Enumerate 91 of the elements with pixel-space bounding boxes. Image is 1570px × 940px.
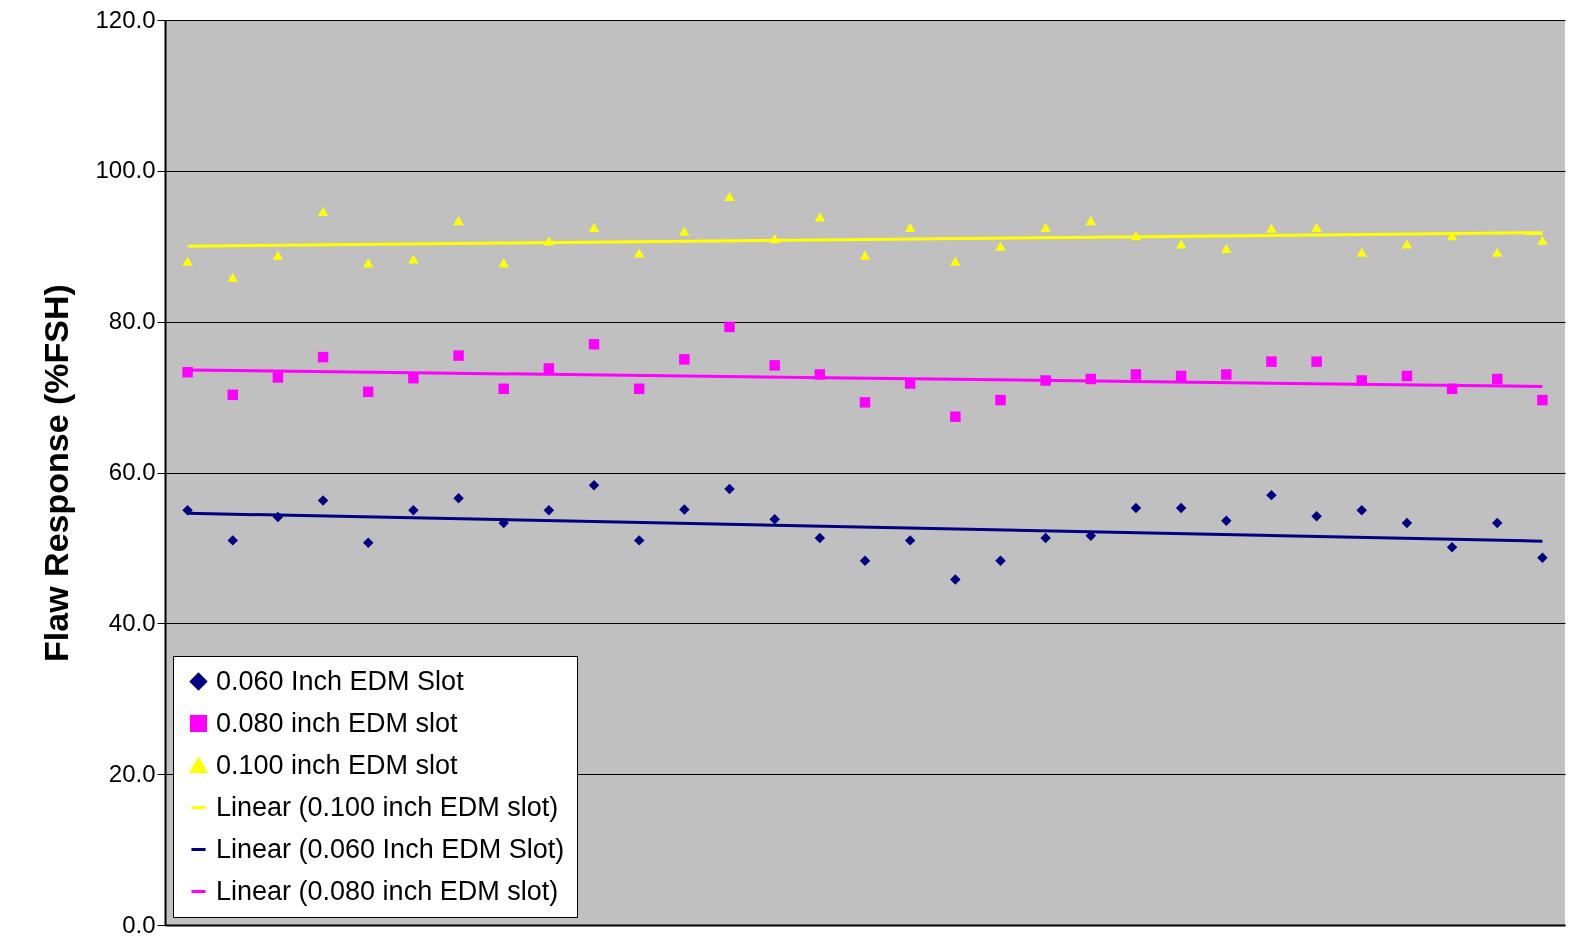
point [950, 256, 961, 266]
point [904, 535, 916, 546]
point [995, 241, 1006, 251]
point [859, 555, 871, 566]
point [182, 256, 193, 266]
point [1401, 517, 1413, 529]
point [543, 363, 555, 374]
point [769, 360, 780, 371]
point [1266, 223, 1277, 233]
point [1446, 541, 1458, 553]
legend-label: Linear (0.060 Inch EDM Slot) [216, 833, 565, 864]
point [995, 394, 1006, 406]
point [317, 495, 329, 506]
point [1085, 216, 1097, 226]
y-tick-label: 40.0 [108, 608, 156, 636]
point [1356, 504, 1368, 516]
point [1130, 369, 1142, 380]
point [1537, 552, 1548, 563]
point [1401, 370, 1413, 382]
point [1492, 247, 1503, 257]
point [1266, 489, 1277, 501]
point [362, 537, 374, 548]
point [633, 248, 645, 258]
point [543, 504, 555, 516]
point [1537, 235, 1548, 245]
point [633, 383, 645, 395]
point [1040, 222, 1051, 232]
legend-label: Linear (0.080 inch EDM slot) [216, 875, 559, 906]
point [1221, 243, 1232, 254]
point [679, 226, 690, 236]
point [362, 386, 374, 398]
point [1175, 502, 1187, 514]
point [1311, 356, 1322, 367]
point [408, 504, 419, 516]
point [272, 250, 284, 260]
point [498, 383, 509, 395]
point [814, 532, 826, 544]
y-tick-label: 80.0 [108, 307, 156, 335]
point [588, 480, 600, 491]
point [724, 483, 735, 495]
point [1221, 515, 1232, 527]
point [588, 222, 600, 232]
y-tick-label: 100.0 [95, 156, 156, 184]
point [1492, 517, 1503, 529]
point [1266, 356, 1277, 367]
point [995, 555, 1006, 566]
point [859, 397, 871, 408]
point [227, 389, 238, 401]
point [317, 207, 329, 217]
point [1040, 532, 1051, 544]
point [724, 321, 735, 333]
point [408, 254, 419, 264]
point [859, 250, 871, 260]
point [633, 535, 645, 546]
legend-label: Linear (0.100 inch EDM slot) [216, 791, 559, 822]
point [1221, 369, 1232, 380]
point [1175, 239, 1187, 249]
point [679, 504, 690, 515]
point [1537, 394, 1548, 406]
y-tick-label: 120.0 [95, 5, 156, 33]
point [950, 574, 961, 585]
point [453, 216, 464, 226]
y-tick-label: 0.0 [122, 910, 156, 938]
y-tick-label: 60.0 [108, 458, 156, 485]
point [724, 191, 735, 202]
point [1356, 247, 1368, 257]
point [1492, 373, 1503, 385]
y-axis-title: Flaw Response (%FSH) [37, 284, 76, 662]
point [362, 258, 374, 268]
y-tick-label: 20.0 [108, 759, 156, 787]
point [272, 372, 284, 383]
point [769, 514, 780, 525]
point [227, 272, 238, 282]
point [814, 212, 826, 222]
point [453, 350, 464, 361]
point [1311, 511, 1322, 522]
point [1401, 239, 1413, 249]
point [317, 351, 329, 363]
point [1175, 370, 1187, 382]
legend-label: 0.100 inch EDM slot [216, 749, 459, 780]
point [227, 535, 238, 546]
point [950, 411, 961, 422]
point [588, 339, 600, 350]
point [498, 258, 509, 268]
legend-label: 0.080 inch EDM slot [216, 707, 459, 738]
point [453, 492, 464, 504]
point [679, 354, 690, 365]
point [1311, 222, 1322, 232]
point [1130, 502, 1142, 514]
legend-label: 0.060 Inch EDM Slot [216, 665, 465, 696]
point [904, 222, 916, 232]
